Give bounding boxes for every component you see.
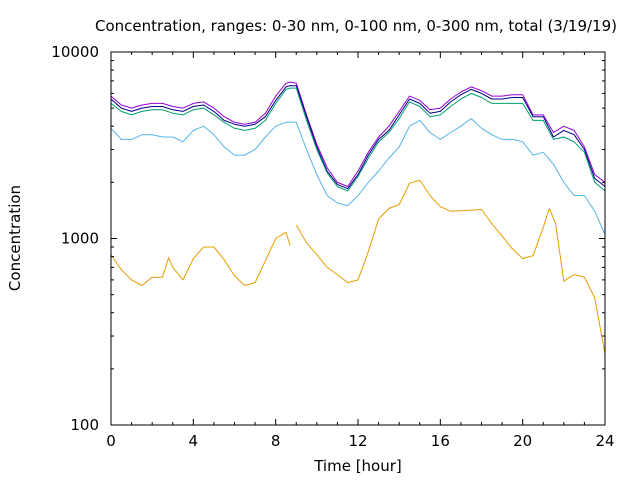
series-line-3	[110, 87, 606, 192]
y-axis-label: Concentration	[6, 185, 24, 291]
chart-title: Concentration, ranges: 0-30 nm, 0-100 nm…	[95, 17, 617, 35]
y-tick-label: 100	[70, 416, 99, 434]
series-line-1	[110, 81, 606, 187]
y-tick-label: 10000	[51, 43, 99, 61]
axis-layer: 0 4 8 12 16 20 24 100 1000 10000	[51, 43, 614, 450]
x-tick-label: 24	[595, 432, 614, 450]
y-tick-label: 1000	[61, 230, 99, 248]
series-line-5	[110, 179, 606, 355]
x-axis-label: Time [hour]	[313, 457, 402, 475]
series-line-4	[110, 118, 606, 235]
plot-frame	[110, 51, 606, 426]
x-tick-label: 12	[348, 432, 367, 450]
x-tick-label: 20	[513, 432, 532, 450]
series-layer	[110, 81, 606, 355]
x-tick-label: 8	[271, 432, 281, 450]
series-line-2	[110, 85, 606, 190]
x-tick-label: 16	[431, 432, 450, 450]
x-tick-label: 0	[106, 432, 116, 450]
x-tick-label: 4	[189, 432, 199, 450]
